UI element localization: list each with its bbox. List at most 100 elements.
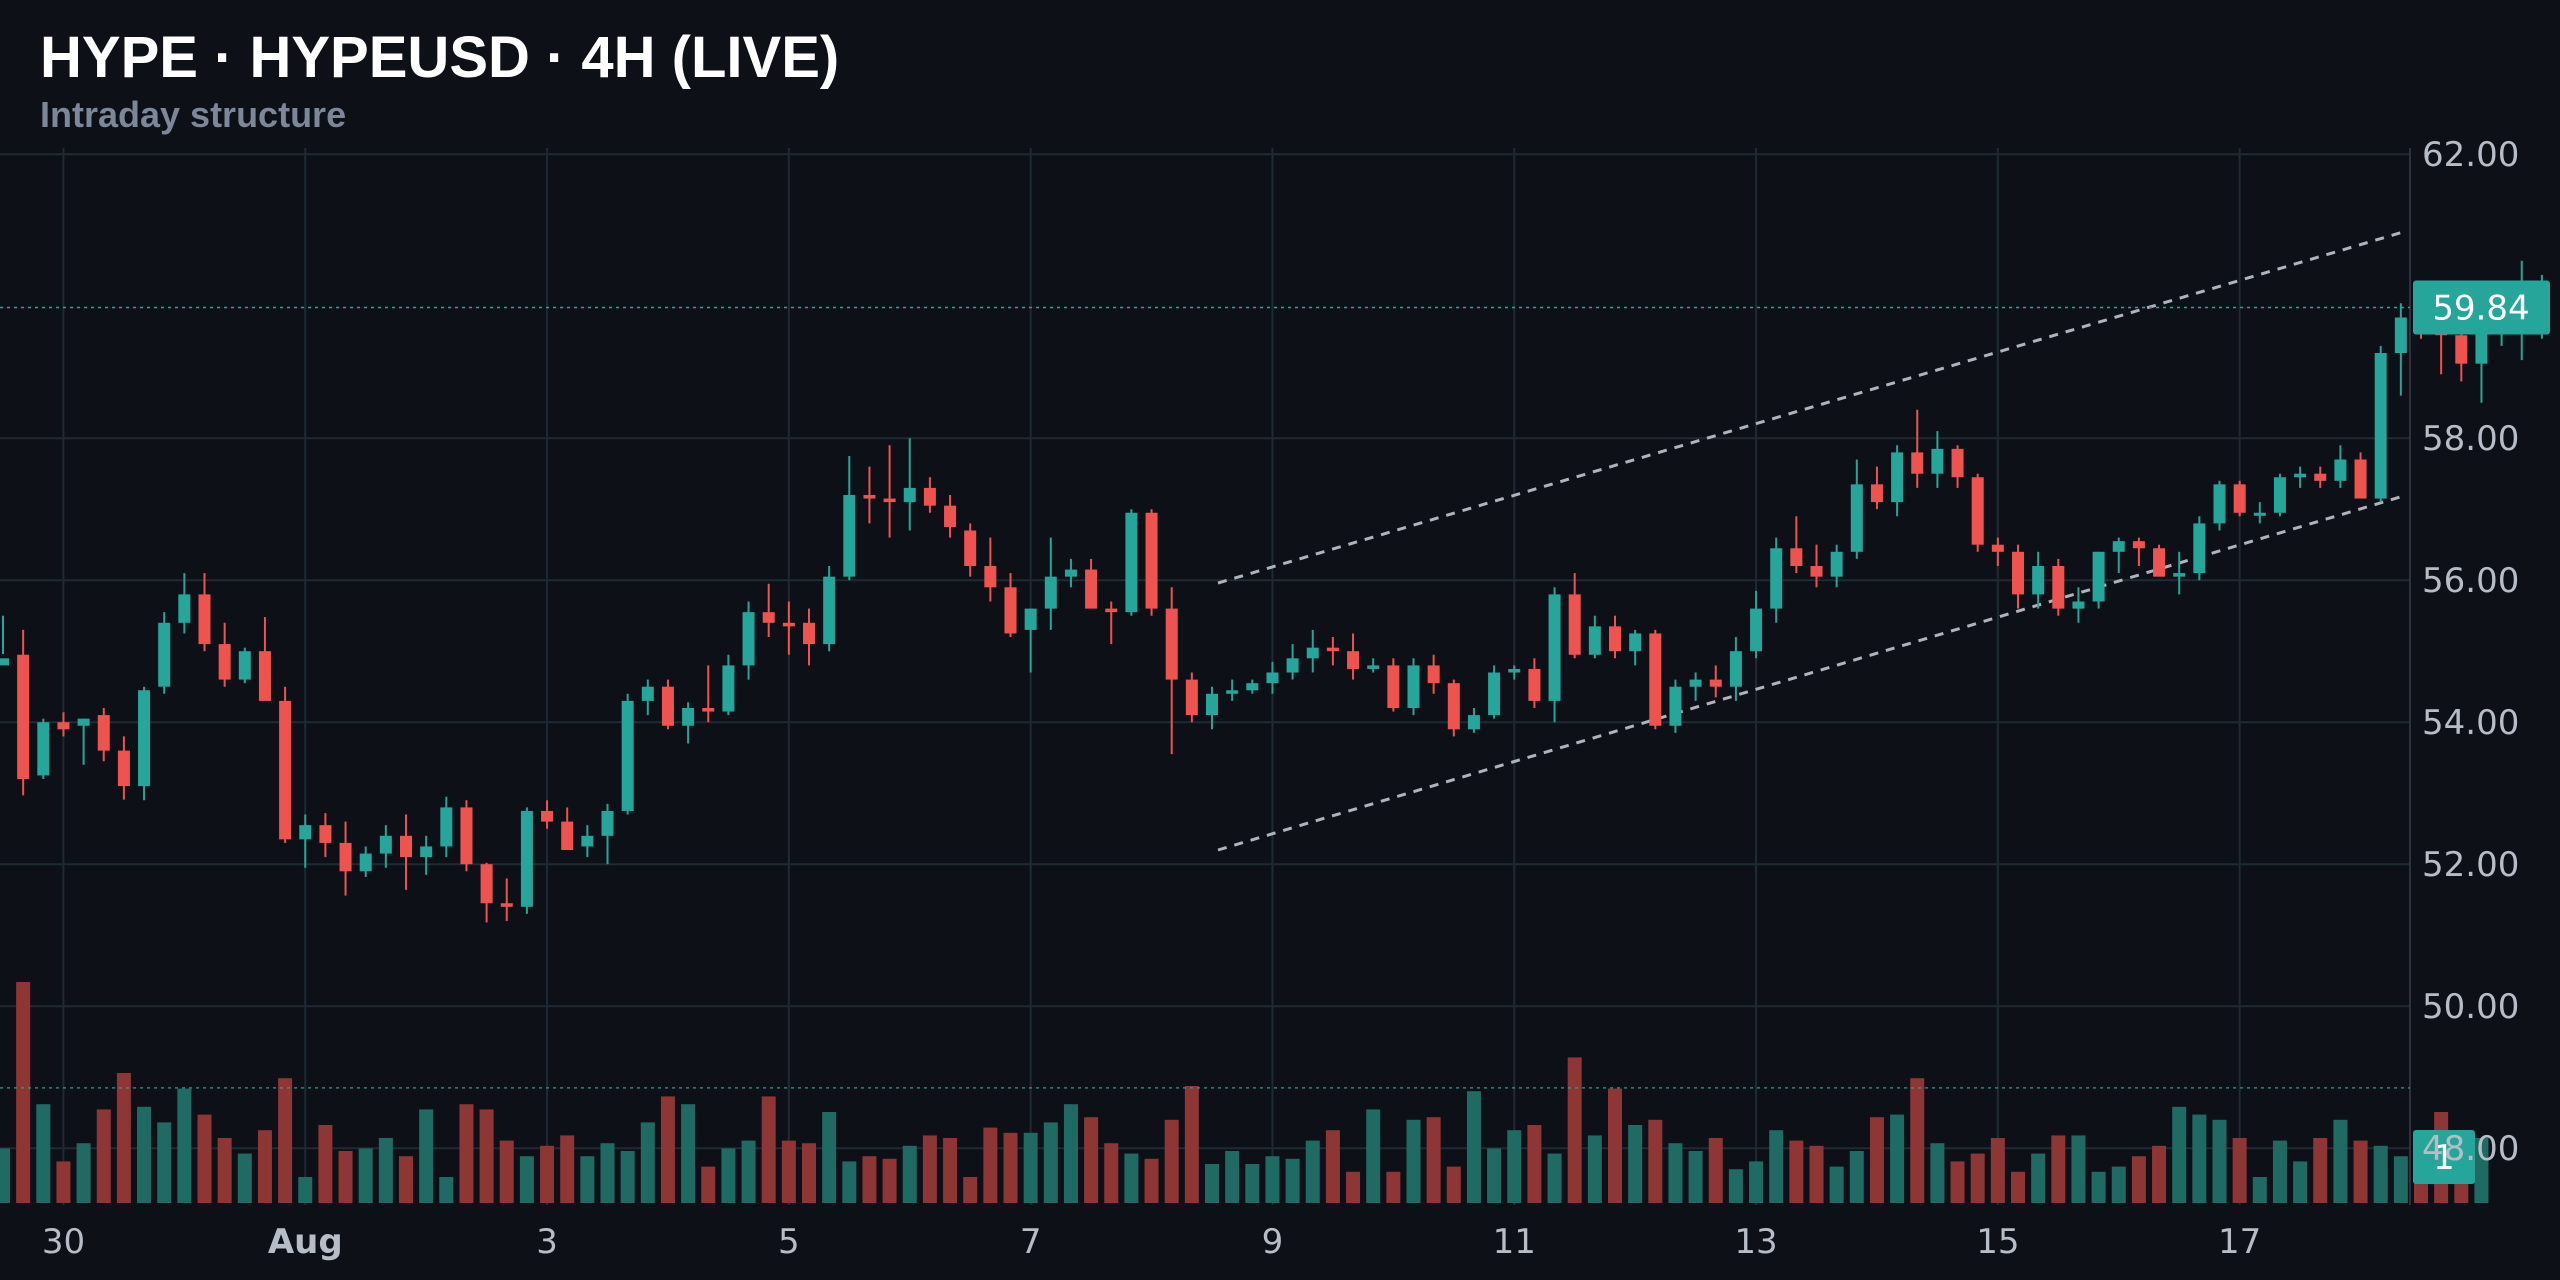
candle bbox=[1588, 615, 1601, 659]
volume-bar bbox=[16, 982, 31, 1203]
candle-body bbox=[541, 810, 554, 822]
candle bbox=[722, 654, 735, 716]
candle-body bbox=[2475, 328, 2488, 364]
candle-body bbox=[319, 825, 332, 843]
candle-body bbox=[1467, 715, 1480, 730]
volume-bar bbox=[0, 1148, 10, 1203]
price-tick-label: 62.00 bbox=[2422, 135, 2519, 175]
candle bbox=[1347, 633, 1360, 680]
volume-bar bbox=[761, 1096, 776, 1203]
volume-bar bbox=[399, 1156, 413, 1203]
candle-body bbox=[2394, 317, 2407, 353]
volume-bar bbox=[1104, 1143, 1119, 1203]
volume-bar bbox=[983, 1127, 998, 1203]
volume-bar bbox=[1708, 1138, 1723, 1203]
candles bbox=[0, 260, 2548, 923]
volume-bar bbox=[2272, 1140, 2287, 1203]
volume-bar bbox=[439, 1177, 454, 1203]
candle-body bbox=[1971, 477, 1984, 545]
candle-body bbox=[1508, 668, 1521, 673]
candle bbox=[1548, 587, 1561, 723]
candle-body bbox=[1286, 658, 1299, 673]
candle bbox=[500, 878, 513, 921]
volume-bar bbox=[560, 1135, 575, 1203]
candle bbox=[1064, 558, 1077, 588]
volume-bar bbox=[2333, 1119, 2348, 1203]
volume-bar bbox=[2474, 1138, 2489, 1203]
volume-bar bbox=[2212, 1119, 2227, 1203]
volume-bar bbox=[459, 1104, 474, 1203]
volume-bar bbox=[540, 1145, 555, 1203]
price-axis[interactable]: 48.00 50.00 52.00 54.00 56.00 58.00 62.00 bbox=[2422, 135, 2519, 1169]
volume-bar bbox=[1668, 1143, 1683, 1203]
candle bbox=[1931, 431, 1944, 488]
volume-bar bbox=[278, 1078, 293, 1203]
last-price-tag bbox=[2413, 280, 2550, 335]
time-tick-label: 5 bbox=[778, 1222, 800, 1262]
grid-lines bbox=[0, 148, 2411, 1205]
candle bbox=[682, 702, 695, 744]
volume-bar bbox=[1728, 1169, 1743, 1203]
candle-body bbox=[702, 708, 715, 712]
volume-bar bbox=[237, 1153, 252, 1203]
candle-body bbox=[2354, 459, 2367, 499]
candle bbox=[2314, 466, 2327, 488]
candle-body bbox=[1226, 690, 1239, 694]
trend-channel bbox=[1217, 229, 2408, 852]
candle-body bbox=[923, 487, 936, 506]
time-axis[interactable]: 30 Aug 3 5 7 9 11 13 15 17 bbox=[42, 1222, 2261, 1262]
candle-body bbox=[2173, 573, 2186, 577]
candle bbox=[2374, 345, 2387, 503]
time-tick-label: 9 bbox=[1262, 1222, 1284, 1262]
candle bbox=[1830, 544, 1843, 588]
candle bbox=[1447, 679, 1460, 737]
volume-bar bbox=[157, 1122, 172, 1203]
volume-bar bbox=[2232, 1138, 2247, 1203]
candle-body bbox=[1568, 594, 1581, 655]
candle bbox=[1105, 601, 1118, 645]
price-tick-label: 52.00 bbox=[2422, 845, 2519, 885]
candle-body bbox=[138, 690, 151, 787]
volume-bar bbox=[1587, 1135, 1602, 1203]
candle-body bbox=[2193, 523, 2206, 574]
candle-body bbox=[1649, 633, 1662, 726]
candle bbox=[1246, 679, 1259, 694]
candle-body bbox=[1266, 672, 1279, 684]
candle-body bbox=[823, 576, 836, 645]
candle bbox=[581, 825, 594, 858]
candle-body bbox=[1669, 686, 1682, 726]
candle bbox=[1669, 679, 1682, 733]
price-tick-label: 56.00 bbox=[2422, 561, 2519, 601]
volume-bar bbox=[922, 1135, 937, 1203]
volume-bar bbox=[1567, 1057, 1582, 1203]
volume-bar bbox=[721, 1148, 736, 1203]
price-tick-label: 48.00 bbox=[2422, 1129, 2519, 1169]
candle bbox=[1629, 629, 1642, 666]
volume-bar bbox=[822, 1112, 837, 1203]
volume-bar bbox=[943, 1138, 958, 1203]
candle-body bbox=[279, 700, 292, 840]
candle bbox=[2233, 480, 2246, 517]
candle bbox=[1689, 672, 1702, 701]
candle-body bbox=[117, 750, 130, 787]
candle-body bbox=[2213, 484, 2226, 524]
volume-bar bbox=[2353, 1140, 2368, 1203]
candle-body bbox=[17, 654, 30, 779]
candle-body bbox=[2314, 473, 2327, 481]
candle-body bbox=[1609, 626, 1621, 652]
candle bbox=[742, 601, 755, 680]
candle bbox=[1770, 537, 1783, 623]
volume-bar bbox=[2293, 1161, 2308, 1203]
candle-body bbox=[198, 594, 211, 645]
volume-bar bbox=[1325, 1130, 1340, 1203]
candle-body bbox=[1387, 665, 1400, 708]
volume-bar bbox=[1003, 1132, 1018, 1203]
candle-body bbox=[0, 658, 9, 666]
volume-bar bbox=[1245, 1164, 1260, 1203]
time-tick-label: 17 bbox=[2218, 1222, 2261, 1262]
candle bbox=[339, 821, 352, 896]
candle-body bbox=[400, 835, 412, 858]
candle-body bbox=[77, 718, 90, 726]
volume-bar bbox=[1487, 1148, 1502, 1203]
